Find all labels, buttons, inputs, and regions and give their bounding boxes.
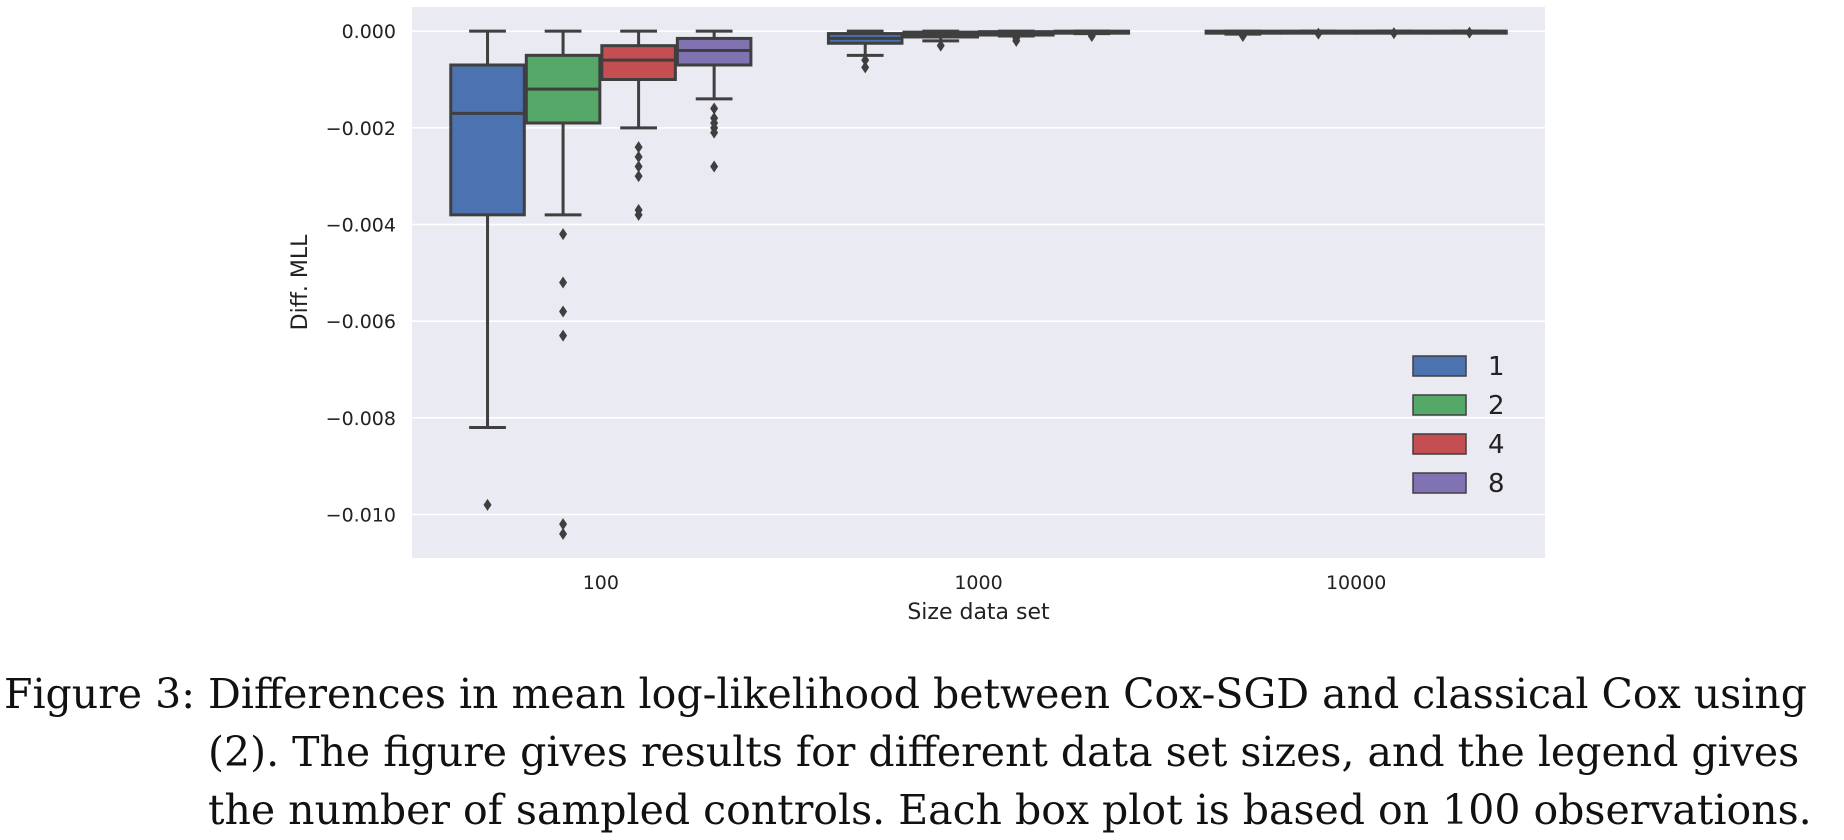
legend-label: 8 — [1488, 469, 1505, 499]
box-group — [1355, 27, 1433, 40]
box-group — [1431, 26, 1508, 39]
outlier-point — [559, 276, 568, 289]
legend-label: 4 — [1488, 430, 1505, 460]
outlier-point — [634, 150, 643, 163]
x-tick-label: 10000 — [1326, 572, 1386, 594]
outlier-point — [1465, 26, 1474, 39]
box-group — [449, 29, 526, 511]
y-tick-label: −0.002 — [326, 118, 396, 140]
outlier-point — [559, 518, 568, 531]
outlier-point — [936, 39, 945, 52]
outlier-point — [710, 126, 719, 139]
box-series — [449, 26, 1508, 540]
box-group — [675, 29, 753, 173]
legend-label: 1 — [1488, 352, 1505, 382]
x-axis-label: Size data set — [907, 600, 1050, 625]
y-tick-label: −0.006 — [326, 311, 396, 333]
outlier-point — [710, 102, 719, 115]
outlier-point — [634, 160, 643, 173]
outlier-point — [634, 208, 643, 221]
outlier-point — [1012, 34, 1021, 47]
outlier-point — [483, 498, 492, 511]
y-tick-label: 0.000 — [342, 21, 396, 43]
y-tick-labels: 0.000 −0.002 −0.004 −0.006 −0.008 −0.010 — [326, 21, 396, 526]
box-group — [1053, 29, 1131, 42]
box-group — [1280, 27, 1357, 40]
outlier-point — [861, 54, 870, 67]
box-group — [1204, 29, 1282, 42]
outlier-point — [559, 527, 568, 540]
box-group — [978, 29, 1055, 47]
figure-caption: Figure 3: Differences in mean log-likeli… — [4, 665, 1840, 839]
legend-swatch — [1412, 355, 1467, 377]
outlier-point — [559, 228, 568, 241]
outlier-point — [1314, 27, 1323, 40]
y-tick-label: −0.004 — [326, 215, 396, 237]
legend-swatch — [1412, 433, 1467, 455]
box-plot-chart: 0.000−0.002−0.004−0.006−0.008−0.010 100 1… — [288, 7, 1545, 625]
outlier-point — [634, 170, 643, 183]
gridlines — [412, 30, 1545, 516]
box-group — [524, 29, 602, 540]
outlier-point — [1087, 30, 1096, 42]
legend: 1 2 4 8 — [1412, 352, 1505, 499]
outlier-point — [710, 160, 719, 173]
box — [600, 44, 677, 81]
legend-swatch — [1412, 394, 1467, 416]
x-tick-label: 100 — [583, 572, 619, 594]
outlier-point — [559, 305, 568, 318]
y-tick-label: −0.010 — [326, 505, 396, 527]
box-group — [600, 29, 677, 221]
y-tick-label: −0.008 — [326, 408, 396, 430]
x-tick-labels: 100 1000 10000 — [583, 572, 1387, 594]
box — [449, 63, 526, 217]
caption-text: Differences in mean log-likelihood betwe… — [208, 670, 1812, 834]
box-group — [826, 29, 904, 74]
legend-label: 2 — [1488, 391, 1505, 421]
outlier-point — [1389, 27, 1398, 40]
caption-prefix: Figure 3: — [4, 670, 196, 718]
outlier-point — [634, 141, 643, 154]
outlier-point — [861, 61, 870, 74]
outlier-point — [1238, 30, 1247, 42]
box-group — [902, 29, 980, 52]
x-tick-label: 1000 — [954, 572, 1002, 594]
y-axis-label: Diff. MLL — [288, 234, 313, 330]
legend-swatch — [1412, 472, 1467, 494]
outlier-point — [559, 329, 568, 342]
